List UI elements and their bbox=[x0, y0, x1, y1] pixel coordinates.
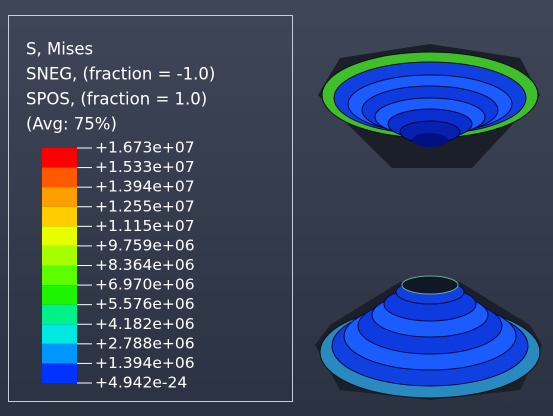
color-swatch bbox=[42, 207, 77, 227]
color-swatch bbox=[42, 168, 77, 188]
legend-header: SNEG, (fraction = -1.0) bbox=[26, 65, 215, 84]
legend-label: +1.394e+06 bbox=[95, 354, 195, 372]
legend-label: +1.255e+07 bbox=[95, 197, 195, 215]
legend-label: +4.942e-24 bbox=[95, 374, 187, 392]
color-swatch bbox=[42, 266, 77, 286]
legend-label: +1.394e+07 bbox=[95, 178, 195, 196]
legend-header: SPOS, (fraction = 1.0) bbox=[26, 90, 207, 109]
legend-label: +2.788e+06 bbox=[95, 334, 195, 352]
viewport: S, Mises SNEG, (fraction = -1.0) SPOS, (fr… bbox=[0, 0, 553, 416]
color-swatch bbox=[42, 285, 77, 305]
legend-label: +1.115e+07 bbox=[95, 217, 195, 235]
color-swatch bbox=[42, 305, 77, 325]
color-swatch bbox=[42, 246, 77, 266]
color-swatch bbox=[42, 344, 77, 364]
legend-label: +1.673e+07 bbox=[95, 139, 195, 157]
legend-header: S, Mises bbox=[26, 40, 93, 59]
legend-label: +8.364e+06 bbox=[95, 256, 195, 274]
legend-header: (Avg: 75%) bbox=[26, 115, 117, 134]
color-swatch bbox=[42, 324, 77, 344]
color-swatch bbox=[42, 148, 77, 168]
ring bbox=[412, 133, 448, 147]
legend-label: +5.576e+06 bbox=[95, 295, 195, 313]
hole bbox=[402, 276, 458, 294]
legend-label: +4.182e+06 bbox=[95, 315, 195, 333]
color-swatch bbox=[42, 363, 77, 383]
legend-label: +1.533e+07 bbox=[95, 158, 195, 176]
legend-label: +6.970e+06 bbox=[95, 276, 195, 294]
color-swatch bbox=[42, 226, 77, 246]
page: S, Mises SNEG, (fraction = -1.0) SPOS, (fr… bbox=[0, 0, 553, 416]
legend-label: +9.759e+06 bbox=[95, 236, 195, 254]
color-swatch bbox=[42, 187, 77, 207]
